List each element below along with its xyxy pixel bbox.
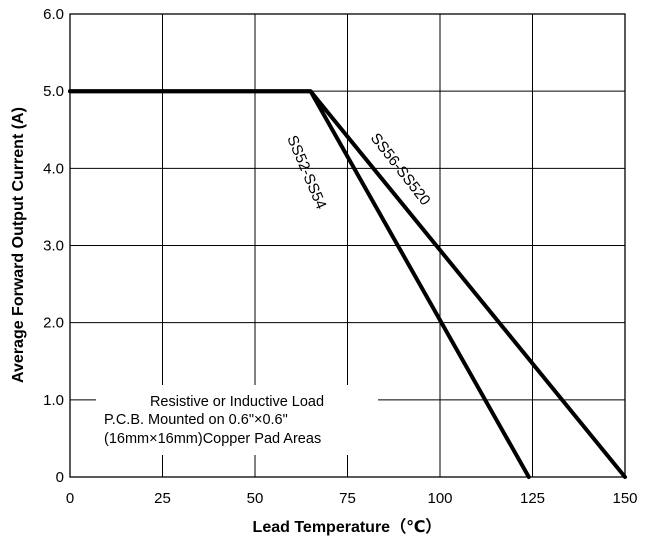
x-tick-label: 75 <box>339 490 356 507</box>
x-tick-label: 0 <box>66 490 74 507</box>
y-tick-label: 5.0 <box>43 83 64 100</box>
x-axis-title: Lead Temperature（℃） <box>253 518 442 536</box>
x-tick-label: 25 <box>154 490 171 507</box>
x-tick-label: 150 <box>612 490 637 507</box>
y-axis-title: Average Forward Output Current (A) <box>10 107 27 383</box>
y-tick-label: 3.0 <box>43 238 64 255</box>
annotation-line-1: Resistive or Inductive Load <box>150 394 324 410</box>
y-tick-label: 0 <box>56 469 64 486</box>
series-label-ss52-ss54: SS52-SS54 <box>283 133 329 212</box>
y-tick-label: 4.0 <box>43 160 64 177</box>
x-tick-label: 50 <box>247 490 264 507</box>
annotation-text: Resistive or Inductive Load P.C.B. Mount… <box>104 394 324 447</box>
series-line-ss56-ss520 <box>68 89 627 479</box>
tick-labels: 0 25 50 75 100 125 150 0 1.0 2.0 3.0 4.0 5.0 6.0 <box>43 6 637 507</box>
x-tick-label: 125 <box>520 490 545 507</box>
series-label-ss56-ss520: SS56-SS520 <box>367 130 434 209</box>
annotation-background <box>96 385 378 455</box>
series-lines <box>68 89 627 479</box>
y-tick-label: 1.0 <box>43 392 64 409</box>
annotation-line-2: P.C.B. Mounted on 0.6"×0.6" <box>104 412 288 428</box>
x-tick-label: 100 <box>427 490 452 507</box>
annotation-line-3: (16mm×16mm)Copper Pad Areas <box>104 431 321 447</box>
y-tick-label: 6.0 <box>43 6 64 23</box>
y-tick-label: 2.0 <box>43 315 64 332</box>
plot-frame <box>69 13 626 478</box>
